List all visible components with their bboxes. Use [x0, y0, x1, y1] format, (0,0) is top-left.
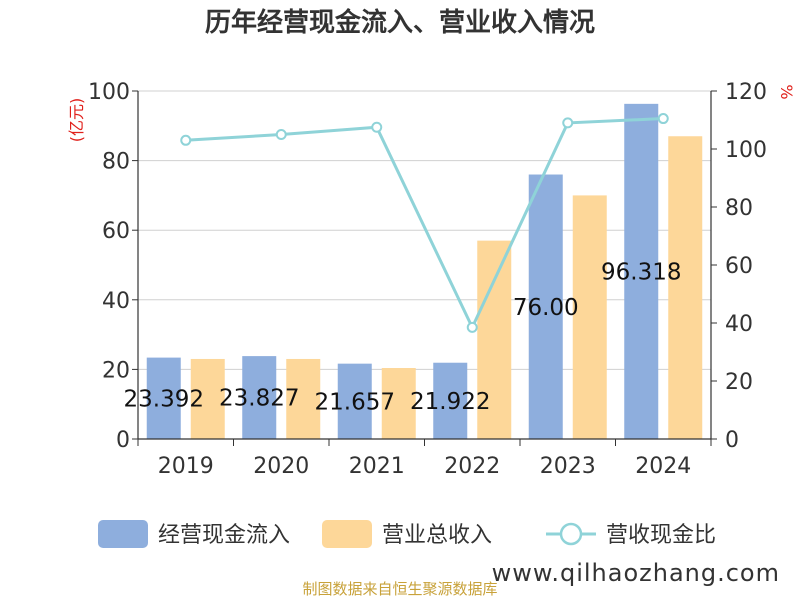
left-tick-label: 20 [102, 358, 130, 383]
x-tick-label: 2020 [253, 454, 309, 479]
left-axis-unit: (亿元) [67, 98, 86, 143]
bars [146, 103, 703, 440]
legend-label: 经营现金流入 [158, 523, 290, 548]
legend-label: 营收现金比 [606, 523, 716, 548]
x-tick-label: 2024 [635, 454, 691, 479]
ratio-point [562, 117, 574, 129]
bar-revenue [190, 358, 225, 439]
right-tick-label: 80 [725, 196, 753, 221]
bar-cash-inflow [528, 174, 563, 439]
x-tick-label: 2021 [349, 454, 405, 479]
bar-revenue [668, 136, 703, 440]
bar-cash-inflow [242, 356, 277, 439]
ratio-point [180, 134, 192, 146]
right-tick-label: 20 [725, 370, 753, 395]
watermark: www.qilhaozhang.com [492, 559, 780, 587]
ratio-point [466, 321, 478, 333]
legend: 经营现金流入 营业总收入 营收现金比 [98, 520, 716, 548]
ratio-point [371, 121, 383, 133]
ratio-line-path [185, 117, 664, 331]
legend-swatch [98, 520, 148, 548]
right-tick-label: 60 [725, 254, 753, 279]
x-tick-label: 2022 [444, 454, 500, 479]
ratio-point [657, 113, 669, 125]
data-label: 21.657 [315, 389, 395, 415]
left-tick-label: 0 [116, 428, 130, 453]
chart-title: 历年经营现金流入、营业收入情况 [205, 7, 595, 38]
right-tick-label: 40 [725, 312, 753, 337]
ratio-point [275, 129, 287, 140]
right-tick-label: 100 [725, 138, 767, 163]
data-label: 23.827 [219, 386, 299, 412]
x-tick-label: 2023 [540, 454, 596, 479]
legend-swatch [322, 520, 372, 548]
bar-cash-inflow [337, 363, 372, 439]
left-tick-label: 80 [102, 150, 130, 175]
legend-marker [559, 522, 583, 546]
right-tick-label: 120 [725, 80, 767, 105]
ratio-line [180, 113, 669, 333]
bar-revenue [477, 240, 512, 439]
bar-revenue [381, 368, 416, 439]
data-labels: 23.392 23.827 21.657 21.922 76.00 96.318 [124, 259, 682, 415]
bar-cash-inflow [146, 357, 181, 439]
legend-label: 营业总收入 [382, 523, 492, 548]
data-label: 21.922 [410, 389, 490, 415]
source-note: 制图数据来自恒生聚源数据库 [302, 580, 497, 598]
right-tick-label: 0 [725, 428, 739, 453]
data-label: 96.318 [601, 259, 681, 285]
bar-revenue [286, 358, 321, 439]
left-tick-label: 100 [88, 80, 130, 105]
axes: 0 20 40 60 80 100 0 20 40 60 80 100 120 2019 2020 2021 2… [88, 80, 767, 479]
left-tick-label: 40 [102, 289, 130, 314]
data-label: 23.392 [124, 386, 204, 412]
data-label: 76.00 [513, 295, 579, 321]
bar-cash-inflow [433, 362, 468, 439]
x-tick-label: 2019 [158, 454, 214, 479]
left-tick-label: 60 [102, 219, 130, 244]
right-axis-unit: % [777, 84, 796, 99]
bar-cash-inflow [624, 103, 659, 440]
bar-revenue [572, 195, 607, 439]
